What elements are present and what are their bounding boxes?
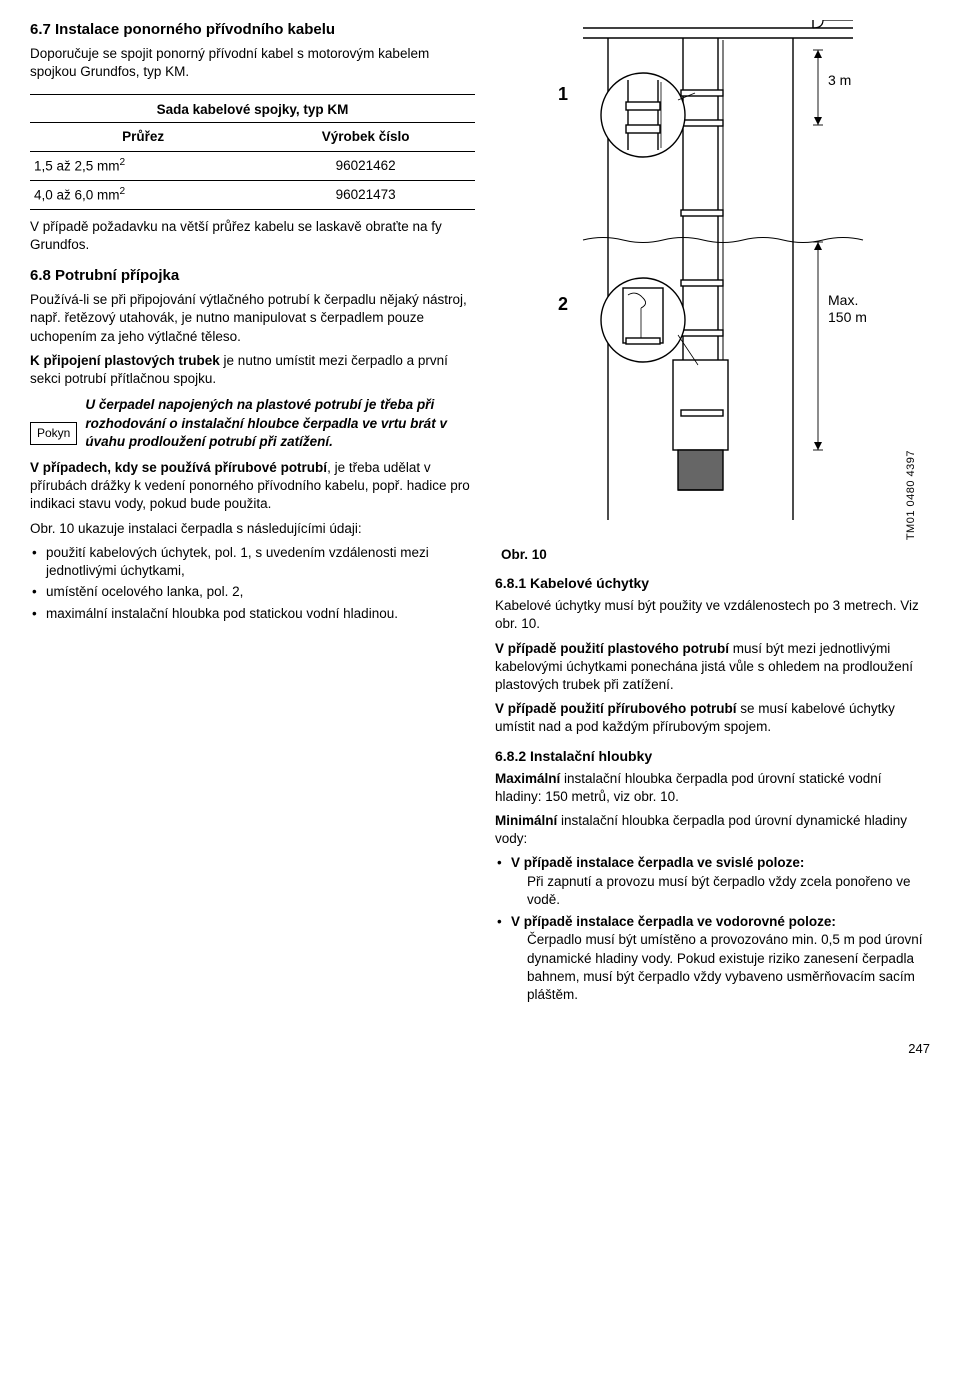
figure-10: 1 2 3 m Max. 150 m TM01 0480 4397 xyxy=(523,20,903,540)
table-title: Sada kabelové spojky, typ KM xyxy=(30,94,475,123)
cell-product-no: 96021473 xyxy=(256,180,475,209)
page-number: 247 xyxy=(30,1040,930,1058)
left-column: 6.7 Instalace ponorného přívodního kabel… xyxy=(30,20,475,1010)
figure-caption: Obr. 10 xyxy=(501,546,930,564)
list-item: použití kabelových úchytek, pol. 1, s uv… xyxy=(30,544,475,580)
para-681c: V případě použití přírubového potrubí se… xyxy=(495,700,930,736)
fig-dim-max: Max. xyxy=(828,292,858,308)
list-item: V případě instalace čerpadla ve vodorovn… xyxy=(495,913,930,1004)
list-item: V případě instalace čerpadla ve svislé p… xyxy=(495,854,930,909)
cell-cross-section: 4,0 až 6,0 mm2 xyxy=(30,180,256,209)
install-depth-list: V případě instalace čerpadla ve svislé p… xyxy=(495,854,930,1004)
fig10-list: použití kabelových úchytek, pol. 1, s uv… xyxy=(30,544,475,623)
note-label: Pokyn xyxy=(30,422,77,444)
table-col-1: Průřez xyxy=(30,123,256,152)
para-6-8a: Používá-li se při připojování výtlačného… xyxy=(30,291,475,346)
right-column: 1 2 3 m Max. 150 m TM01 0480 4397 Obr. 1… xyxy=(495,20,930,1010)
heading-6-8-2: 6.8.2 Instalační hloubky xyxy=(495,747,930,766)
para-681b: V případě použití plastového potrubí mus… xyxy=(495,640,930,695)
cable-kit-table: Průřez Výrobek číslo 1,5 až 2,5 mm2 9602… xyxy=(30,123,475,210)
para-681a: Kabelové úchytky musí být použity ve vzd… xyxy=(495,597,930,633)
para-fig10-intro: Obr. 10 ukazuje instalaci čerpadla s nás… xyxy=(30,520,475,538)
figure-reference: TM01 0480 4397 xyxy=(904,450,919,540)
fig-dim-150m: 150 m xyxy=(828,309,867,325)
fig-dim-3m: 3 m xyxy=(828,72,851,88)
para-682a: Maximální instalační hloubka čerpadla po… xyxy=(495,770,930,806)
list-item: umístění ocelového lanka, pol. 2, xyxy=(30,583,475,601)
table-col-2: Výrobek číslo xyxy=(256,123,475,152)
table-row: 4,0 až 6,0 mm2 96021473 xyxy=(30,180,475,209)
para-682b: Minimální instalační hloubka čerpadla po… xyxy=(495,812,930,848)
fig-label-1: 1 xyxy=(558,84,568,104)
para-larger-cross-section: V případě požadavku na větší průřez kabe… xyxy=(30,218,475,254)
para-6-7: Doporučuje se spojit ponorný přívodní ka… xyxy=(30,45,475,81)
para-flange-pipe: V případech, kdy se používá přírubové po… xyxy=(30,459,475,514)
heading-6-7: 6.7 Instalace ponorného přívodního kabel… xyxy=(30,20,475,40)
para-6-8b: K připojení plastových trubek je nutno u… xyxy=(30,352,475,388)
note-box: Pokyn U čerpadel napojených na plastové … xyxy=(30,396,475,451)
cell-product-no: 96021462 xyxy=(256,152,475,181)
heading-6-8-1: 6.8.1 Kabelové úchytky xyxy=(495,574,930,593)
heading-6-8: 6.8 Potrubní přípojka xyxy=(30,266,475,286)
cell-cross-section: 1,5 až 2,5 mm2 xyxy=(30,152,256,181)
note-text: U čerpadel napojených na plastové potrub… xyxy=(85,396,475,451)
table-row: 1,5 až 2,5 mm2 96021462 xyxy=(30,152,475,181)
fig-label-2: 2 xyxy=(558,294,568,314)
list-item: maximální instalační hloubka pod statick… xyxy=(30,605,475,623)
